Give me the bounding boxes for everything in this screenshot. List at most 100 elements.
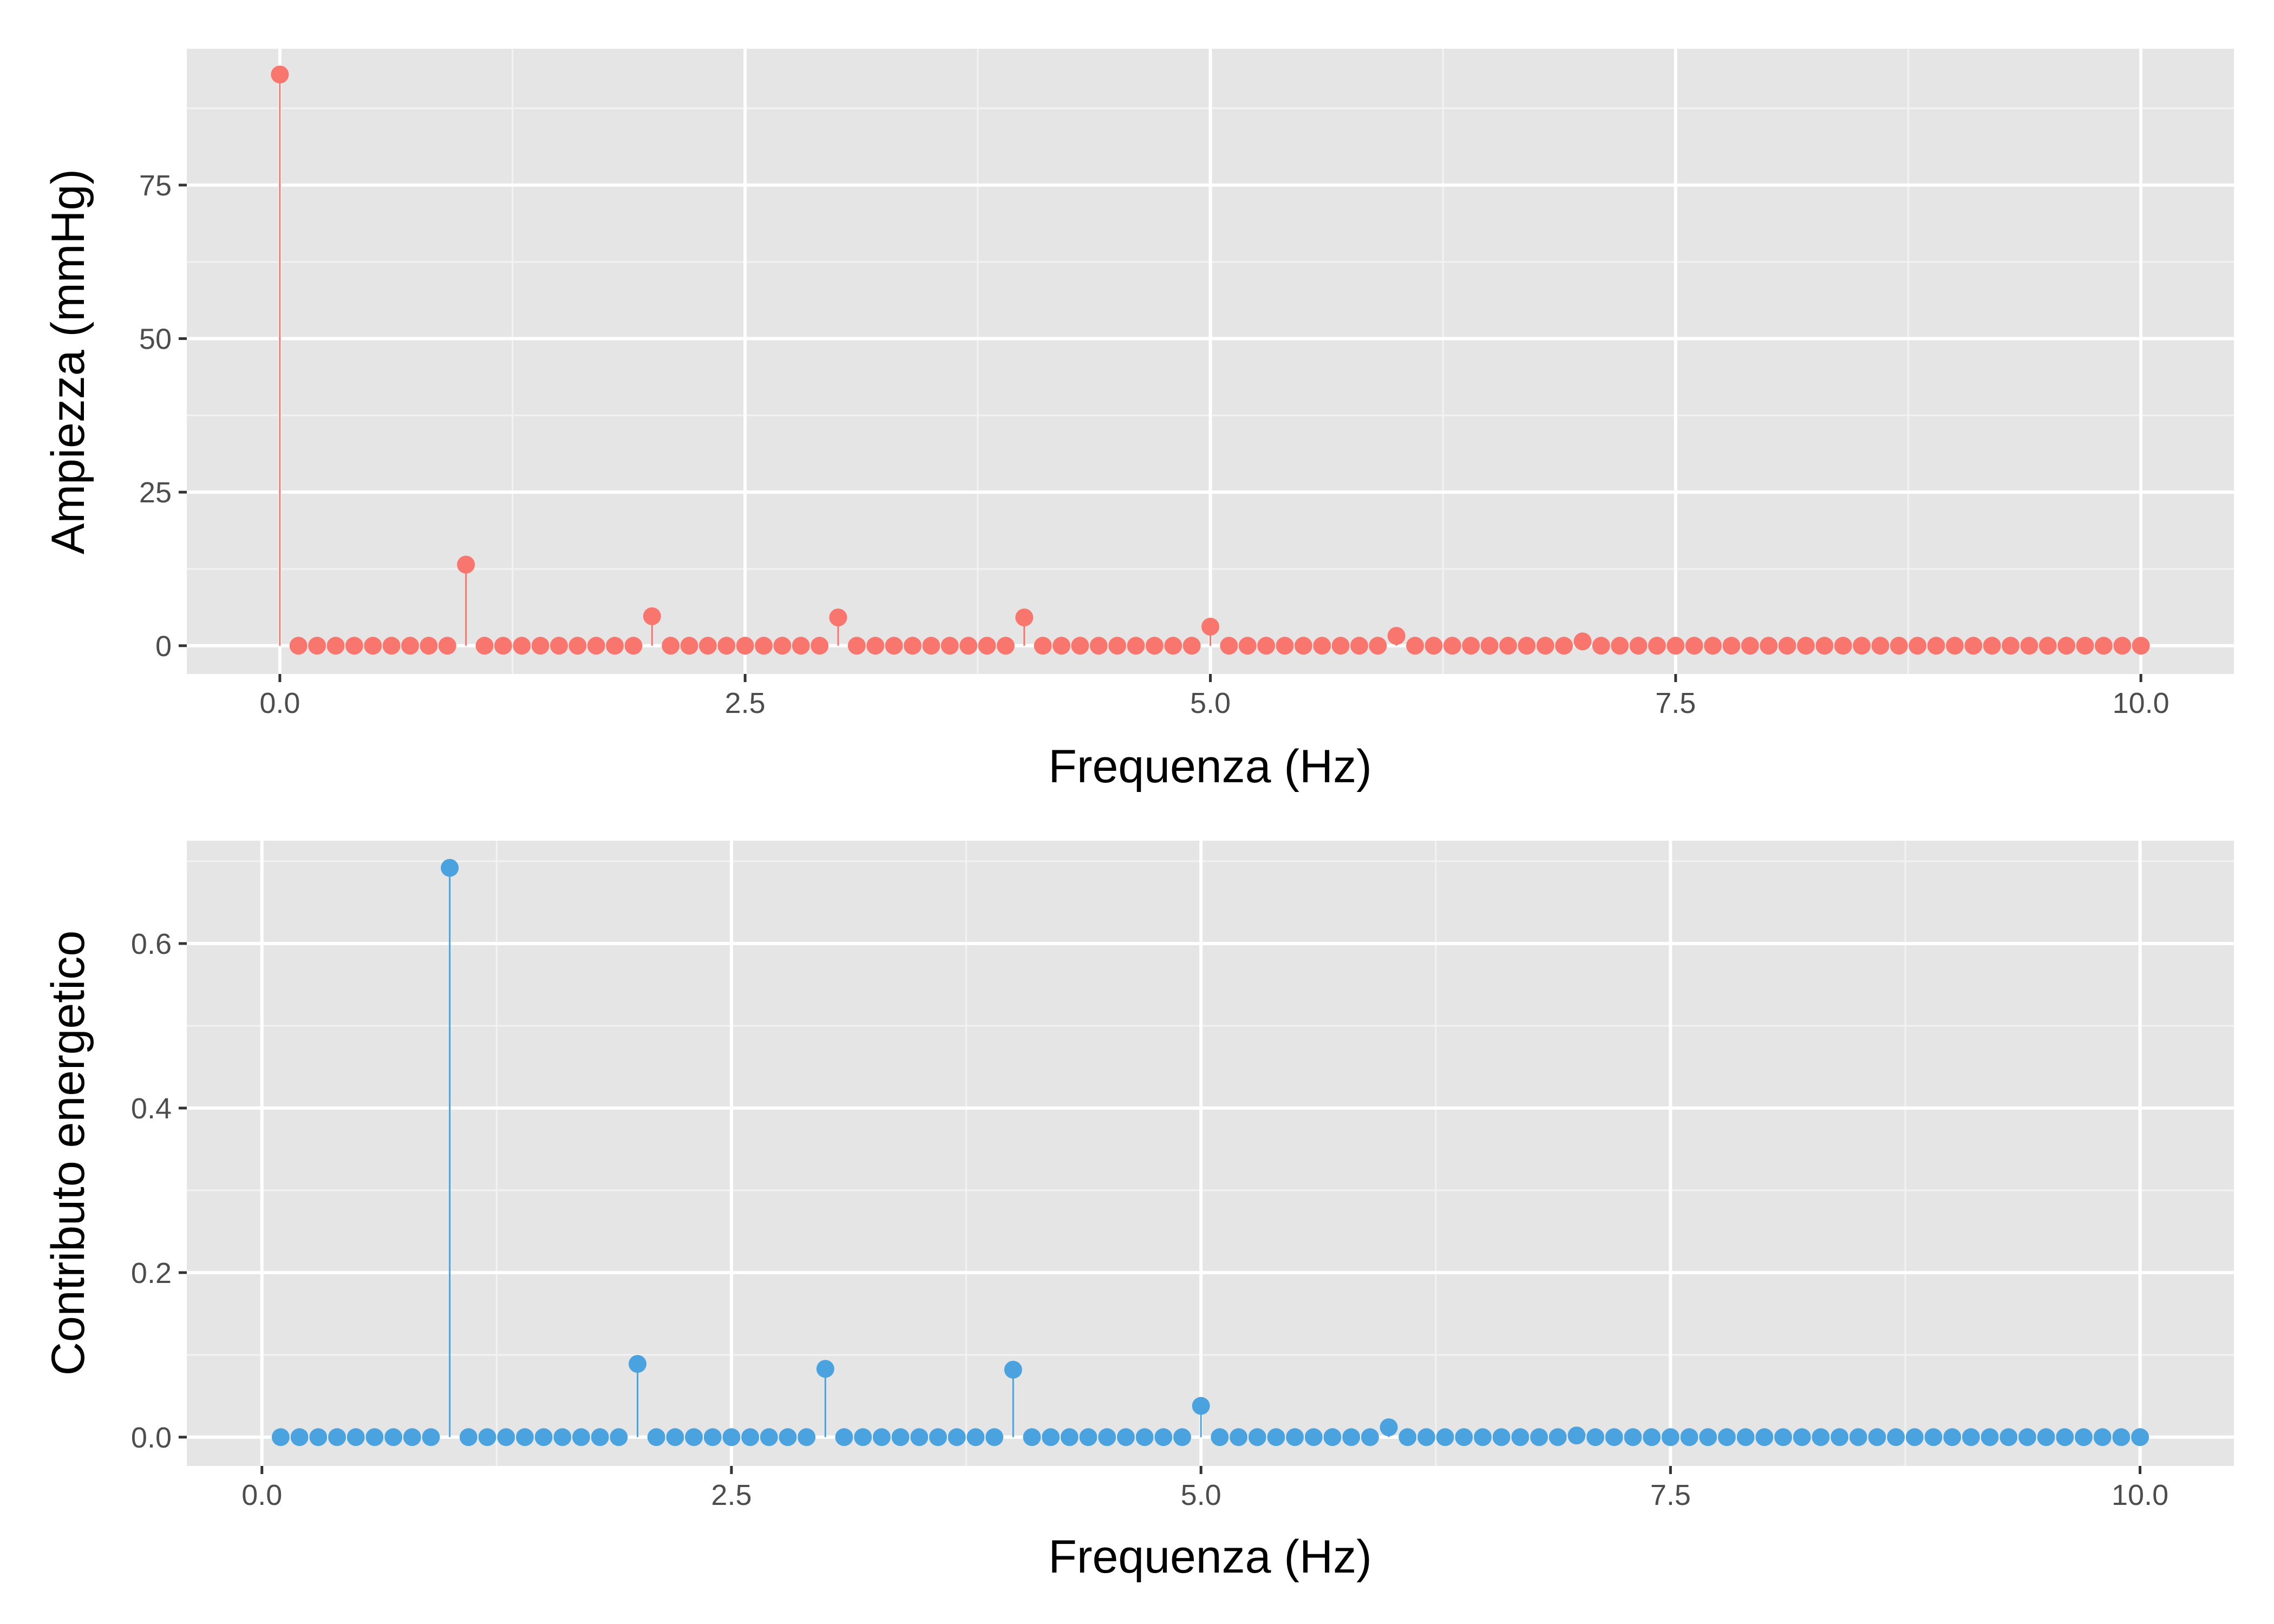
energy-x-axis-title: Frequenza (Hz) <box>1048 1531 1371 1583</box>
data-point <box>755 637 773 655</box>
data-point <box>1127 637 1145 655</box>
data-point <box>1592 637 1610 655</box>
data-point <box>1573 632 1592 651</box>
data-point <box>1023 1428 1041 1446</box>
data-point <box>364 637 382 655</box>
amplitude-y-axis: 0 25 50 75 <box>139 169 187 663</box>
data-point <box>347 1428 365 1446</box>
data-point <box>1211 1428 1229 1446</box>
data-point <box>910 1428 929 1446</box>
data-point <box>1294 637 1312 655</box>
data-point <box>1555 637 1573 655</box>
data-point <box>1567 1426 1586 1445</box>
x-tick-label: 7.5 <box>1650 1479 1691 1511</box>
data-point <box>326 637 345 655</box>
data-point <box>1053 637 1071 655</box>
x-tick-label: 5.0 <box>1181 1479 1221 1511</box>
data-point <box>1220 637 1238 655</box>
data-point <box>1945 637 1964 655</box>
data-point <box>773 637 792 655</box>
data-point <box>1887 1428 1905 1446</box>
data-point <box>1755 1428 1774 1446</box>
data-point <box>1834 637 1852 655</box>
data-point <box>1890 637 1908 655</box>
data-point <box>717 637 736 655</box>
energy-y-axis-title: Contributo energetico <box>42 931 94 1376</box>
data-point <box>591 1428 609 1446</box>
data-point <box>1089 637 1108 655</box>
data-point <box>534 1428 553 1446</box>
data-point <box>779 1428 797 1446</box>
data-point <box>1909 637 1927 655</box>
data-point <box>722 1428 741 1446</box>
data-point <box>1399 1428 1417 1446</box>
data-point <box>422 1428 440 1446</box>
data-point <box>978 637 996 655</box>
data-point <box>680 637 698 655</box>
data-point <box>2132 637 2150 655</box>
data-point <box>1424 637 1443 655</box>
data-point <box>1154 1428 1173 1446</box>
data-point <box>1380 1418 1398 1437</box>
data-point <box>760 1428 778 1446</box>
data-point <box>1812 1428 1830 1446</box>
data-point <box>1455 1428 1473 1446</box>
data-point <box>1098 1428 1116 1446</box>
data-point <box>2020 637 2038 655</box>
amplitude-y-axis-title: Ampiezza (mmHg) <box>42 169 94 554</box>
y-tick-label: 0.0 <box>131 1422 172 1454</box>
data-point <box>1962 1428 1980 1446</box>
data-point <box>1116 1428 1135 1446</box>
data-point <box>1643 1428 1661 1446</box>
data-point <box>475 637 494 655</box>
data-point <box>290 1428 309 1446</box>
x-tick-label: 0.0 <box>259 687 300 719</box>
data-point <box>531 637 550 655</box>
data-point <box>568 637 587 655</box>
data-point <box>610 1428 628 1446</box>
data-point <box>1927 637 1945 655</box>
energy-series <box>271 859 2149 1446</box>
data-point <box>1015 608 1034 627</box>
x-tick-label: 7.5 <box>1655 687 1696 719</box>
data-point <box>1999 1428 2018 1446</box>
data-point <box>587 637 605 655</box>
data-point <box>345 637 363 655</box>
x-tick-label: 10.0 <box>2112 1479 2168 1511</box>
data-point <box>1943 1428 1962 1446</box>
data-point <box>885 637 903 655</box>
data-point <box>1499 637 1517 655</box>
data-point <box>1042 1428 1060 1446</box>
data-point <box>1831 1428 1849 1446</box>
data-point <box>438 637 456 655</box>
data-point <box>1342 1428 1361 1446</box>
data-point <box>420 637 438 655</box>
data-point <box>606 637 624 655</box>
amplitude-x-axis: 0.0 2.5 5.0 7.5 10.0 <box>259 674 2170 719</box>
amplitude-series <box>271 66 2150 655</box>
data-point <box>1586 1428 1605 1446</box>
data-point <box>382 637 401 655</box>
data-point <box>365 1428 384 1446</box>
data-point <box>798 1428 816 1446</box>
data-point <box>1473 1428 1492 1446</box>
data-point <box>1722 637 1741 655</box>
data-point <box>1071 637 1089 655</box>
data-point <box>703 1428 722 1446</box>
data-point <box>384 1428 403 1446</box>
data-point <box>478 1428 496 1446</box>
data-point <box>2093 1428 2112 1446</box>
data-point <box>1868 1428 1886 1446</box>
data-point <box>1924 1428 1943 1446</box>
data-point <box>271 1428 290 1446</box>
data-point <box>1079 1428 1097 1446</box>
data-point <box>1304 1428 1323 1446</box>
energy-panel-background <box>187 841 2234 1466</box>
data-point <box>904 637 922 655</box>
y-tick-label: 50 <box>139 323 172 356</box>
data-point <box>1667 637 1685 655</box>
data-point <box>1436 1428 1454 1446</box>
data-point <box>1774 1428 1792 1446</box>
y-tick-label: 0.2 <box>131 1257 172 1289</box>
